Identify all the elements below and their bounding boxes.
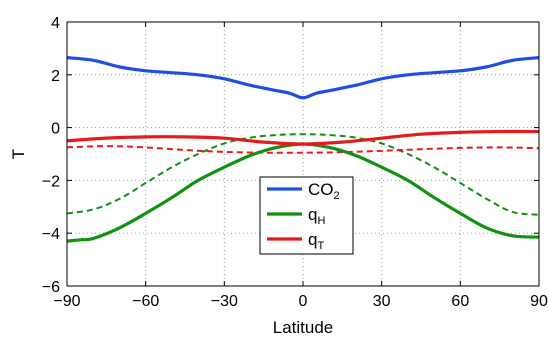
axis-ticks: −90 −60 −30 0 30 60 90 −6 −4 −2 0 2 4: [42, 15, 548, 310]
y-tick-label: −2: [42, 173, 60, 190]
y-tick-label: 4: [51, 15, 60, 32]
y-tick-label: 0: [51, 121, 60, 138]
series-line-unlabeled-dashed: [66, 133, 540, 216]
x-tick-label: −90: [53, 293, 80, 310]
legend-label: qT: [308, 230, 324, 252]
legend-label: CO2: [308, 180, 340, 202]
series-line-co2: [66, 56, 540, 100]
plot-lines: [66, 56, 540, 243]
x-tick-label: −60: [132, 293, 159, 310]
x-tick-label: −30: [211, 293, 238, 310]
legend-label: qH: [308, 205, 325, 227]
y-tick-label: 2: [51, 68, 60, 85]
y-axis-label: T: [9, 149, 28, 159]
x-tick-label: 60: [451, 293, 469, 310]
x-tick-label: 30: [373, 293, 391, 310]
series-line-unlabeled-dashed: [66, 145, 540, 154]
y-tick-label: −6: [42, 279, 60, 296]
x-axis-label: Latitude: [273, 318, 334, 337]
x-tick-label: 0: [299, 293, 308, 310]
series-line-qt: [66, 129, 540, 146]
x-tick-label: 90: [530, 293, 548, 310]
y-tick-label: −4: [42, 226, 60, 243]
legend: CO2 qH qT: [259, 176, 354, 255]
